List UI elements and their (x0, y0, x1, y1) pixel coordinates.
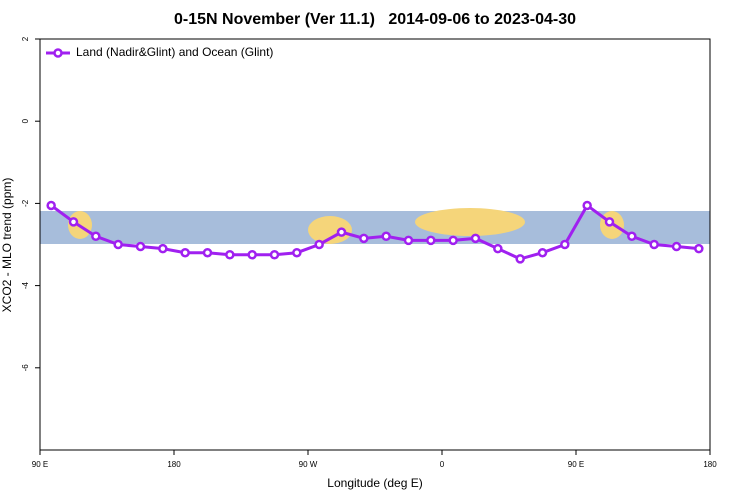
legend-label: Land (Nadir&Glint) and Ocean (Glint) (76, 45, 273, 59)
y-tick-label: 0 (21, 118, 30, 123)
data-point (314, 239, 324, 250)
data-point (582, 200, 592, 211)
data-point (515, 254, 525, 264)
data-point (269, 250, 280, 260)
data-point (91, 231, 101, 242)
data-point (694, 243, 704, 254)
y-tick-label: 2 (21, 36, 30, 41)
data-point (113, 239, 123, 250)
y-tick-label: -2 (21, 199, 30, 207)
x-tick-label: 90 W (299, 460, 318, 469)
y-axis-label: XCO2 - MLO trend (ppm) (0, 178, 14, 313)
x-tick-label: 0 (440, 460, 445, 469)
data-point (180, 247, 190, 258)
data-point (247, 250, 257, 260)
data-point (649, 239, 659, 250)
data-point (135, 241, 146, 252)
data-point (336, 227, 347, 237)
data-point (46, 200, 56, 211)
y-tick-label: -6 (21, 364, 30, 372)
x-tick-label: 180 (167, 460, 181, 469)
data-point (671, 241, 682, 252)
x-tick-label: 180 (703, 460, 717, 469)
x-tick-label: 90 E (32, 460, 48, 469)
data-point (426, 235, 436, 246)
data-point (448, 235, 458, 246)
data-point (359, 233, 369, 244)
data-point (604, 217, 615, 227)
x-tick-label: 90 E (568, 460, 584, 469)
plot-frame (39, 38, 711, 451)
data-point (627, 231, 637, 242)
data-point (403, 235, 414, 246)
data-point (470, 233, 481, 244)
x-axis-label: Longitude (deg E) (327, 476, 422, 490)
legend-marker (53, 48, 63, 58)
data-point (381, 231, 391, 242)
data-point (202, 247, 213, 258)
chart-title: 0-15N November (Ver 11.1) 2014-09-06 to … (174, 11, 576, 28)
y-tick-label: -4 (21, 281, 30, 289)
data-point (493, 243, 503, 254)
data-point (225, 250, 235, 260)
data-point (560, 239, 570, 250)
data-point (68, 217, 79, 227)
data-point (537, 247, 548, 258)
data-point (158, 243, 168, 254)
data-point (292, 247, 302, 258)
